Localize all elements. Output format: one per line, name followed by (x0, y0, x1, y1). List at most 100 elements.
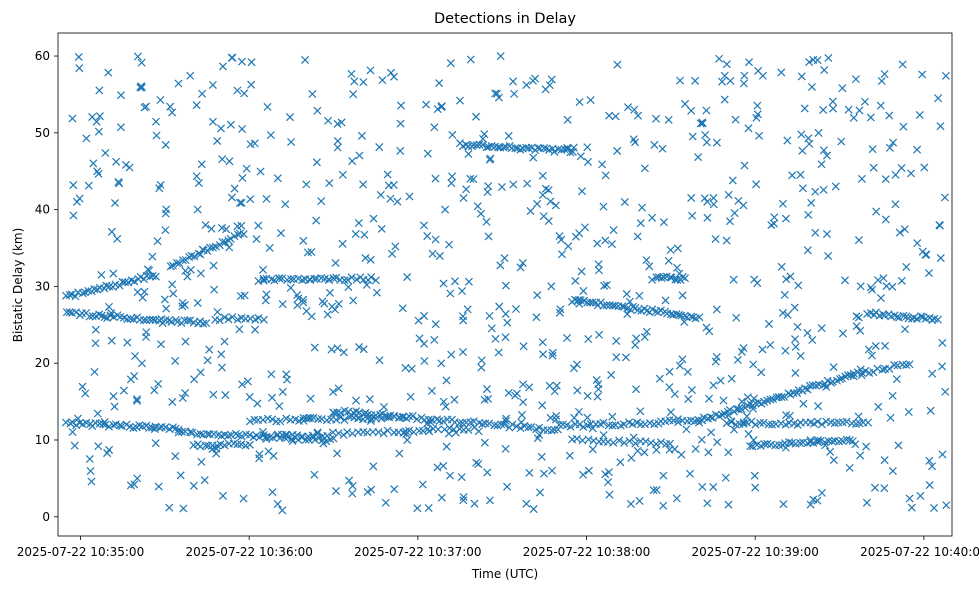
data-point (749, 404, 758, 413)
data-point (620, 438, 629, 447)
data-point (869, 163, 878, 172)
data-point (116, 91, 126, 100)
data-point (301, 55, 310, 64)
data-point (408, 412, 417, 421)
data-point (247, 80, 256, 89)
data-point (656, 438, 666, 447)
data-point (313, 428, 322, 437)
data-point (150, 386, 159, 395)
data-point (709, 200, 718, 209)
data-point (193, 298, 202, 307)
data-point (888, 391, 897, 400)
data-point (457, 473, 466, 482)
data-point (700, 194, 709, 203)
data-point (91, 339, 100, 348)
data-point (200, 476, 209, 485)
data-point (851, 75, 860, 84)
data-point (151, 117, 161, 126)
data-point (584, 435, 593, 444)
data-point (691, 76, 700, 85)
data-point (749, 436, 758, 445)
data-point (360, 230, 369, 239)
data-point (447, 350, 456, 359)
data-point (707, 428, 716, 437)
data-point (126, 314, 135, 323)
data-point (856, 451, 865, 460)
data-point (88, 311, 97, 321)
data-point (625, 297, 634, 306)
data-point (281, 200, 290, 209)
data-point (338, 239, 347, 248)
data-point (208, 243, 217, 252)
data-point (264, 447, 273, 456)
data-point (928, 462, 937, 471)
data-point (880, 341, 890, 350)
data-point (419, 221, 428, 230)
data-point (751, 420, 760, 429)
data-point (273, 174, 282, 183)
data-point (537, 452, 546, 461)
data-point (593, 239, 602, 248)
data-point (789, 388, 798, 398)
data-point (92, 117, 101, 126)
data-point (739, 79, 748, 88)
data-point (756, 418, 765, 427)
data-point (333, 119, 342, 128)
data-point (230, 184, 239, 193)
data-point (824, 54, 833, 63)
data-point (282, 430, 291, 439)
data-point (665, 367, 674, 376)
data-point (752, 113, 761, 122)
data-point (729, 275, 738, 284)
data-point (196, 429, 205, 438)
data-point (130, 277, 139, 286)
data-point (790, 303, 799, 312)
data-point (721, 473, 730, 482)
data-point (862, 498, 871, 507)
data-point (240, 291, 249, 300)
data-point (336, 408, 345, 417)
data-point (178, 256, 187, 265)
data-point (711, 235, 720, 244)
data-point (925, 456, 934, 465)
data-point (876, 101, 885, 110)
data-point (876, 294, 885, 303)
data-point (757, 368, 766, 377)
data-point (213, 307, 222, 316)
data-point (696, 119, 705, 128)
data-point (247, 58, 256, 67)
data-point (87, 477, 96, 486)
data-point (469, 417, 478, 426)
data-point (324, 275, 333, 285)
x-tick-label: 2025-07-22 10:37:00 (354, 545, 481, 559)
data-point (245, 392, 254, 401)
data-point (781, 214, 790, 223)
data-point (755, 131, 764, 140)
data-point (198, 245, 207, 254)
data-point (577, 187, 587, 196)
data-point (817, 420, 826, 429)
y-tick-label: 20 (35, 356, 50, 370)
data-point (733, 355, 742, 364)
data-point (167, 317, 176, 326)
data-point (208, 117, 217, 126)
data-point (864, 418, 873, 427)
data-point (702, 323, 711, 332)
data-point (547, 75, 556, 84)
data-point (913, 145, 922, 154)
data-point (555, 308, 564, 317)
data-point (673, 244, 682, 253)
data-point (485, 311, 494, 320)
data-point (299, 295, 308, 304)
data-point (866, 283, 875, 292)
data-point (584, 466, 593, 475)
data-point (333, 449, 342, 458)
x-tick-label: 2025-07-22 10:39:00 (691, 545, 818, 559)
data-point (766, 340, 775, 349)
x-tick-label: 2025-07-22 10:35:00 (17, 545, 144, 559)
data-point (873, 276, 882, 285)
data-point (313, 106, 322, 115)
data-point (71, 292, 80, 301)
data-point (266, 131, 275, 140)
data-point (852, 312, 861, 321)
